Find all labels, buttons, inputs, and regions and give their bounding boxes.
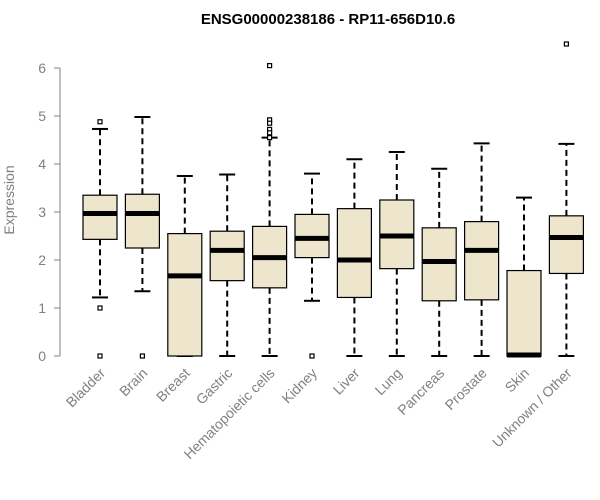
y-tick-label: 4: [38, 156, 46, 172]
x-tick-label-brain: Brain: [116, 365, 150, 399]
box-unknown-other: [548, 41, 585, 357]
box-iqr: [82, 194, 118, 240]
y-tick-label: 5: [38, 108, 46, 124]
box-iqr: [421, 227, 457, 302]
outlier-point: [267, 120, 273, 126]
box-prostate: [464, 142, 500, 357]
y-tick-label: 6: [38, 60, 46, 76]
x-tick-label-pancreas: Pancreas: [394, 365, 447, 418]
x-tick-label-lung: Lung: [372, 365, 405, 398]
box-bladder: [82, 119, 118, 359]
box-iqr: [464, 221, 500, 301]
x-tick-label-liver: Liver: [330, 365, 363, 398]
box-breast: [167, 175, 203, 357]
chart-title: ENSG00000238186 - RP11-656D10.6: [201, 11, 455, 28]
box-iqr: [167, 233, 203, 357]
outlier-point: [563, 41, 570, 47]
x-tick-label-kidney: Kidney: [279, 365, 321, 407]
box-iqr: [124, 193, 161, 249]
box-gastric: [209, 173, 245, 357]
box-pancreas: [421, 167, 457, 357]
outlier-point: [97, 305, 103, 311]
x-tick-label-breast: Breast: [153, 365, 193, 405]
outlier-point: [97, 353, 103, 359]
box-iqr: [548, 215, 585, 275]
box-iqr: [506, 269, 542, 357]
box-kidney: [294, 172, 330, 359]
y-tick-label: 3: [38, 204, 46, 220]
x-tick-label-prostate: Prostate: [442, 365, 490, 413]
box-iqr: [209, 230, 245, 282]
x-tick-label-unknown-other: Unknown / Other: [489, 365, 575, 451]
x-tick-label-skin: Skin: [502, 365, 533, 396]
y-axis: 0 1 2 3 4 5 6: [38, 60, 61, 364]
outlier-point: [267, 130, 273, 136]
box-skin: [506, 196, 542, 358]
box-liver: [336, 158, 372, 357]
boxes-group: [82, 41, 585, 359]
y-tick-label: 1: [38, 300, 46, 316]
box-iqr: [336, 208, 372, 299]
y-axis-label: Expression: [1, 165, 17, 234]
outlier-point: [97, 119, 103, 125]
outlier-point: [309, 353, 315, 359]
x-tick-label-bladder: Bladder: [63, 365, 109, 411]
outlier-point: [267, 62, 273, 69]
outlier-point: [267, 135, 273, 141]
outlier-point: [139, 353, 145, 359]
y-tick-label: 2: [38, 252, 46, 268]
y-axis-ticks: 0 1 2 3 4 5 6: [38, 60, 60, 364]
y-tick-label: 0: [38, 348, 46, 364]
box-hematopoietic-cells: [252, 62, 288, 357]
box-brain: [124, 115, 161, 359]
box-lung: [379, 151, 415, 357]
